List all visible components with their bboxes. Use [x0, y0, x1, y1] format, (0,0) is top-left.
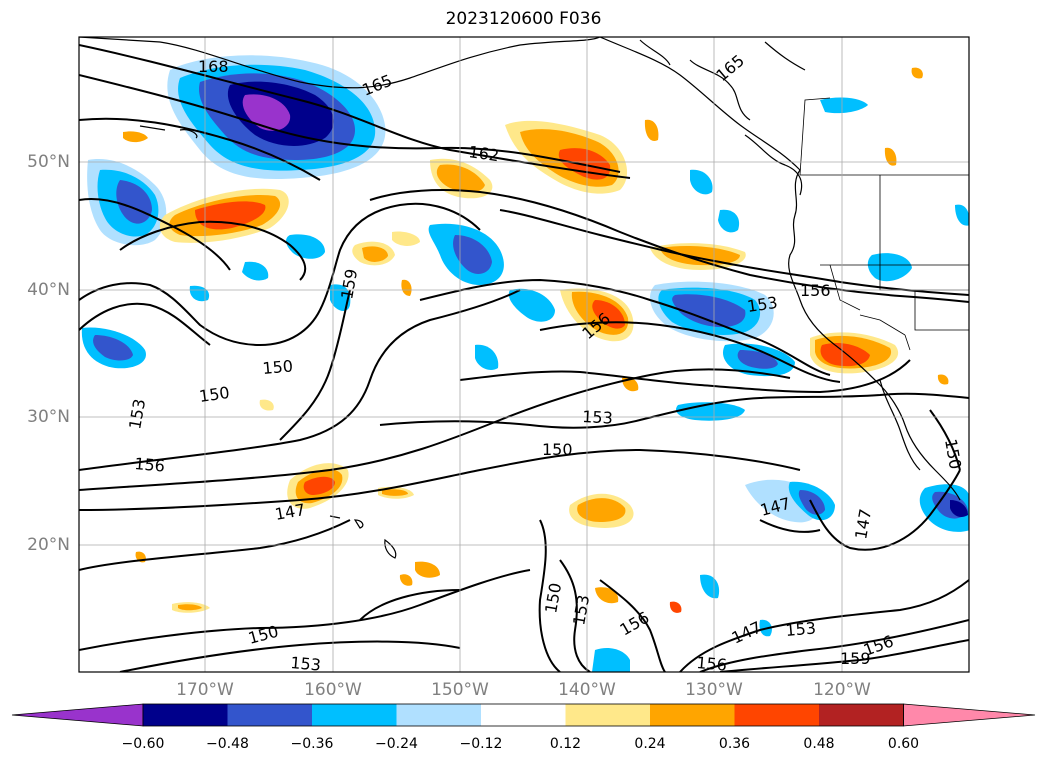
- contour-label: 150: [542, 440, 573, 459]
- contour-label: 156: [696, 653, 728, 675]
- contour-label: 153: [785, 618, 817, 640]
- colorbar-tick-label: −0.60: [121, 736, 165, 752]
- colorbar-segment: [650, 704, 735, 726]
- colorbar-extend-low: [11, 703, 144, 727]
- lon-label-150w: 150°W: [431, 680, 489, 700]
- lat-label-50n: 50°N: [27, 152, 70, 172]
- colorbar-segment: [734, 704, 819, 726]
- contour-label: 153: [290, 653, 322, 675]
- height-contours: [79, 44, 969, 672]
- colorbar-tick-label: 0.60: [887, 736, 920, 752]
- lon-label-140w: 140°W: [558, 680, 616, 700]
- colorbar-tick-label: 0.36: [718, 736, 751, 752]
- lon-label-170w: 170°W: [176, 680, 234, 700]
- contour-label: 162: [467, 142, 500, 165]
- contour-label: 150: [198, 383, 231, 406]
- colorbar-segment: [819, 704, 904, 726]
- contour-label: 168: [198, 57, 229, 76]
- colorbar-segment: [143, 704, 228, 726]
- map-title: 2023120600 F036: [445, 9, 602, 29]
- lat-label-40n: 40°N: [27, 280, 70, 300]
- colorbar: [11, 703, 1036, 727]
- lon-label-130w: 130°W: [685, 680, 743, 700]
- lon-label-160w: 160°W: [304, 680, 362, 700]
- colorbar-segment: [312, 704, 397, 726]
- coastlines: [79, 37, 961, 559]
- contour-label: 153: [746, 293, 779, 316]
- colorbar-tick-label: −0.24: [375, 736, 418, 752]
- colorbar-segment: [481, 704, 566, 726]
- colorbar-segment: [396, 704, 481, 726]
- colorbar-tick-label: 0.48: [803, 736, 835, 752]
- contour-label: 156: [800, 281, 831, 300]
- contour-label: 156: [134, 454, 166, 476]
- contour-label: 153: [582, 407, 613, 428]
- map-frame: [78, 36, 970, 673]
- lat-label-20n: 20°N: [27, 535, 70, 555]
- colorbar-tick-label: −0.48: [206, 736, 249, 752]
- colorbar-tick-label: −0.12: [459, 736, 503, 752]
- colorbar-tick-label: 0.24: [634, 736, 666, 752]
- lat-label-30n: 30°N: [27, 407, 70, 427]
- colorbar-segment: [565, 704, 650, 726]
- contour-label: 150: [262, 356, 294, 378]
- colorbar-tick-label: −0.36: [290, 736, 334, 752]
- colorbar-frame: [142, 703, 904, 727]
- lon-label-120w: 120°W: [813, 680, 871, 700]
- colorbar-extend-high: [903, 703, 1036, 727]
- colorbar-segment: [227, 704, 312, 726]
- contour-label: 159: [840, 649, 871, 668]
- colorbar-tick-label: 0.12: [549, 736, 582, 752]
- graticule: [79, 37, 969, 672]
- forecast-map: 168 165 165 162 159 156 156 153 153 153 …: [78, 36, 970, 675]
